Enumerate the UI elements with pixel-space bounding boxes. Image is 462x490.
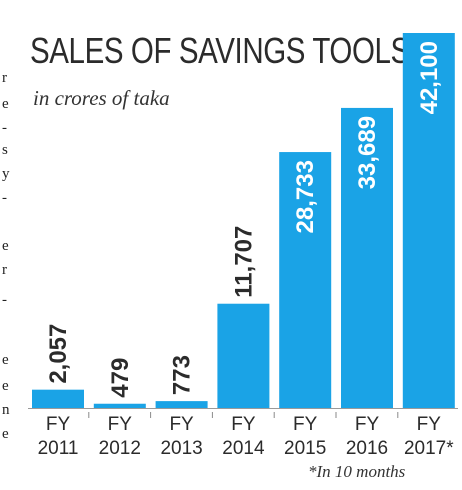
- bar-value-label: 42,100: [416, 41, 443, 114]
- x-tick-label-prefix: FY: [417, 414, 442, 435]
- cropped-text-char: r: [2, 70, 7, 86]
- cropped-text-char: r: [2, 262, 7, 278]
- cropped-text-char: e: [2, 352, 9, 368]
- cropped-text-char: e: [2, 426, 9, 442]
- cropped-text-char: -: [2, 190, 7, 206]
- bar-value-label: 28,733: [292, 160, 319, 233]
- bar: [402, 33, 455, 408]
- chart-subtitle: in crores of taka: [33, 86, 170, 110]
- cropped-text-char: y: [2, 166, 10, 182]
- x-tick-label-year: 2017*: [404, 438, 454, 459]
- x-tick-label-year: 2013: [160, 438, 202, 459]
- x-tick-label-prefix: FY: [355, 414, 380, 435]
- bar: [279, 152, 332, 408]
- chart-footnote: *In 10 months: [308, 462, 406, 481]
- bar: [93, 403, 146, 408]
- bar: [32, 389, 84, 408]
- cropped-text-char: e: [2, 378, 9, 394]
- bar: [155, 401, 208, 408]
- x-tick-label-prefix: FY: [46, 414, 71, 435]
- cropped-text-char: s: [2, 142, 8, 158]
- chart-title: SALES OF SAVINGS TOOLS: [30, 30, 410, 71]
- bar: [341, 107, 393, 408]
- x-tick-label-prefix: FY: [169, 414, 194, 435]
- x-tick-label-year: 2016: [346, 438, 388, 459]
- cropped-text-char: n: [2, 402, 10, 418]
- bar-value-label: 11,707: [230, 226, 257, 298]
- bar-value-label: 33,689: [354, 116, 381, 189]
- cropped-text-char: -: [2, 120, 7, 136]
- cropped-text-char: e: [2, 238, 9, 254]
- bar-value-label: 773: [169, 355, 196, 395]
- bar-value-label: 2,057: [45, 324, 72, 384]
- x-tick-label-prefix: FY: [231, 414, 256, 435]
- x-tick-label-year: 2012: [99, 438, 141, 459]
- cropped-text-char: e: [2, 96, 9, 112]
- x-tick-label-year: 2014: [222, 438, 265, 459]
- x-tick-label-year: 2015: [284, 438, 326, 459]
- bar: [217, 303, 270, 408]
- x-tick-label-prefix: FY: [293, 414, 318, 435]
- x-tick-label-prefix: FY: [108, 414, 133, 435]
- cropped-text-char: -: [2, 292, 7, 308]
- bar-value-label: 479: [107, 358, 134, 398]
- x-tick-label-year: 2011: [38, 438, 79, 459]
